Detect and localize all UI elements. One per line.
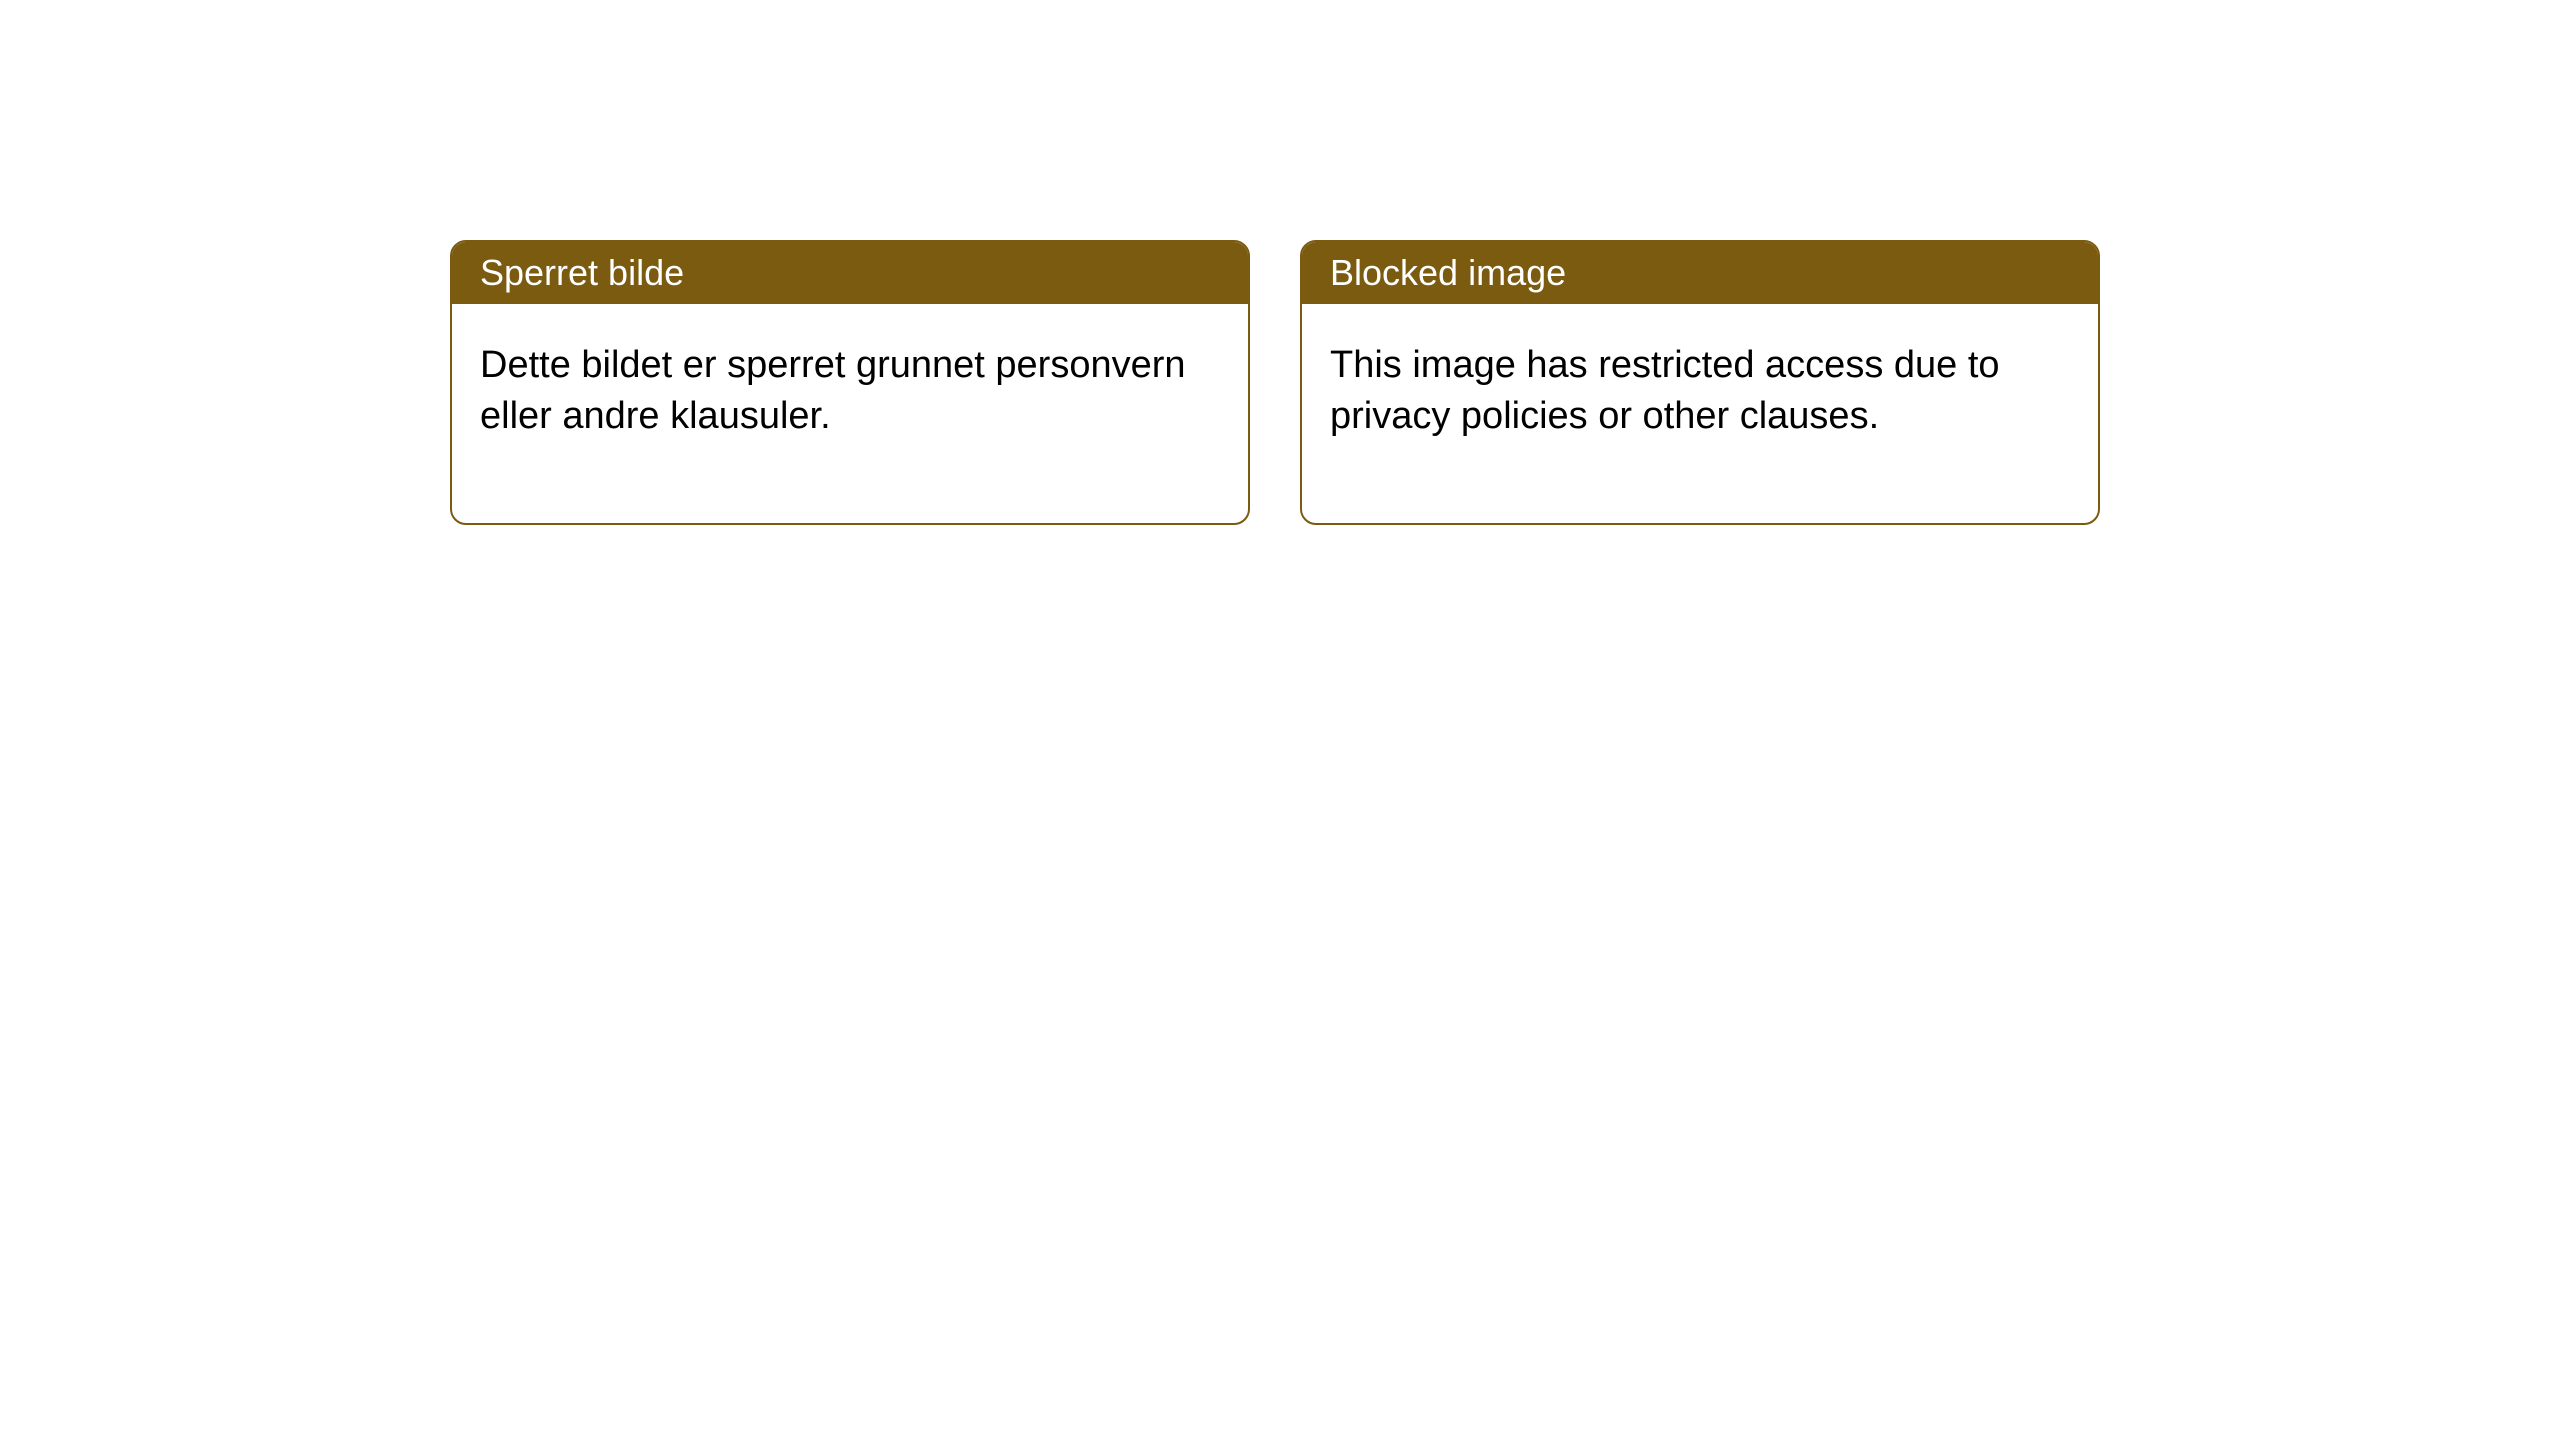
card-header: Sperret bilde [452,242,1248,304]
blocked-image-card-en: Blocked image This image has restricted … [1300,240,2100,525]
blocked-image-card-no: Sperret bilde Dette bildet er sperret gr… [450,240,1250,525]
cards-container: Sperret bilde Dette bildet er sperret gr… [0,0,2560,525]
card-body: Dette bildet er sperret grunnet personve… [452,304,1248,523]
card-body: This image has restricted access due to … [1302,304,2098,523]
card-header: Blocked image [1302,242,2098,304]
